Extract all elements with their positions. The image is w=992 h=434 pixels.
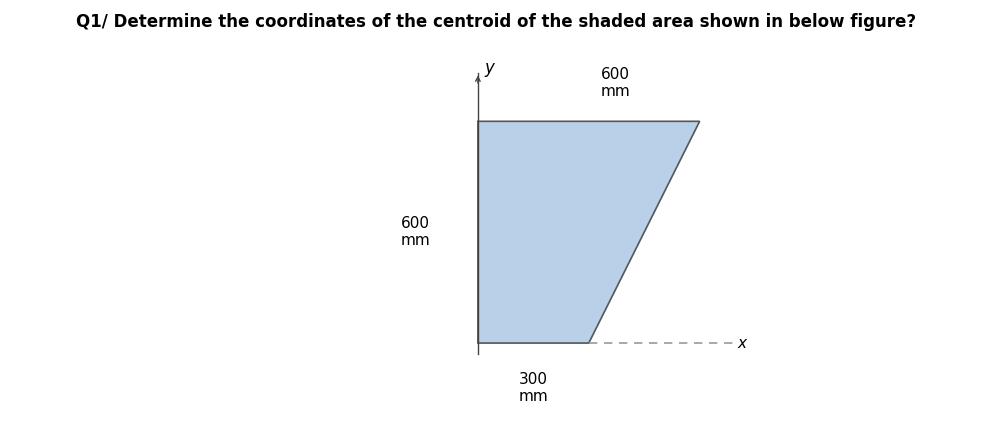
Text: 600
mm: 600 mm	[600, 67, 630, 99]
Text: 300
mm: 300 mm	[519, 372, 549, 404]
Text: y: y	[484, 59, 494, 77]
Text: 600
mm: 600 mm	[401, 216, 431, 248]
Polygon shape	[478, 122, 699, 343]
Text: x: x	[737, 335, 746, 351]
Text: Q1/ Determine the coordinates of the centroid of the shaded area shown in below : Q1/ Determine the coordinates of the cen…	[76, 13, 916, 31]
